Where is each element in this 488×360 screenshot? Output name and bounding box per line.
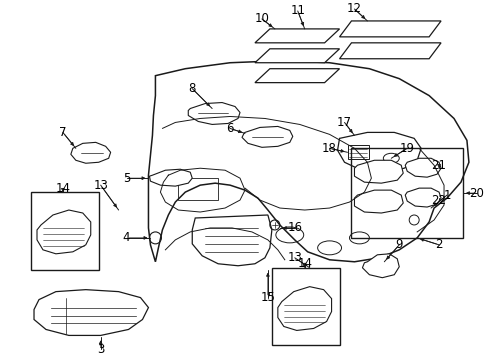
Text: 6: 6 (226, 122, 233, 135)
Polygon shape (405, 158, 440, 177)
Text: 3: 3 (97, 343, 104, 356)
Text: 16: 16 (286, 221, 302, 234)
Text: 5: 5 (122, 172, 130, 185)
Polygon shape (242, 126, 292, 147)
Text: 15: 15 (260, 291, 275, 304)
Polygon shape (254, 69, 339, 83)
Polygon shape (362, 254, 398, 278)
Bar (271, 268, 339, 345)
Polygon shape (149, 169, 192, 186)
Polygon shape (254, 29, 339, 43)
Bar (31, 192, 99, 270)
Text: 4: 4 (122, 231, 130, 244)
Text: 11: 11 (290, 4, 305, 18)
Text: 17: 17 (336, 116, 351, 129)
Text: 1: 1 (442, 189, 450, 202)
Text: 10: 10 (254, 13, 269, 26)
Polygon shape (405, 188, 440, 207)
Polygon shape (339, 43, 440, 59)
Polygon shape (71, 142, 110, 163)
Polygon shape (254, 49, 339, 63)
Polygon shape (354, 160, 403, 183)
Text: 9: 9 (395, 238, 402, 251)
Polygon shape (277, 287, 331, 330)
Text: 7: 7 (59, 126, 66, 139)
Text: 18: 18 (322, 142, 336, 155)
Polygon shape (34, 290, 148, 336)
Bar (178, 178, 218, 200)
Text: 19: 19 (399, 142, 414, 155)
Text: 13: 13 (287, 251, 302, 264)
Polygon shape (339, 21, 440, 37)
Text: 2: 2 (434, 238, 442, 251)
Polygon shape (192, 215, 271, 266)
Polygon shape (37, 210, 91, 254)
Bar (351, 148, 462, 238)
Text: 13: 13 (93, 179, 108, 192)
Text: 14: 14 (297, 257, 311, 270)
Polygon shape (337, 132, 420, 172)
Polygon shape (188, 103, 240, 125)
Text: 14: 14 (55, 182, 70, 195)
Text: 22: 22 (431, 194, 446, 207)
Text: 21: 21 (431, 159, 446, 172)
Text: 8: 8 (188, 82, 196, 95)
Text: 20: 20 (468, 186, 483, 199)
Bar (347, 145, 368, 159)
Text: 12: 12 (346, 3, 361, 15)
Polygon shape (354, 190, 403, 213)
